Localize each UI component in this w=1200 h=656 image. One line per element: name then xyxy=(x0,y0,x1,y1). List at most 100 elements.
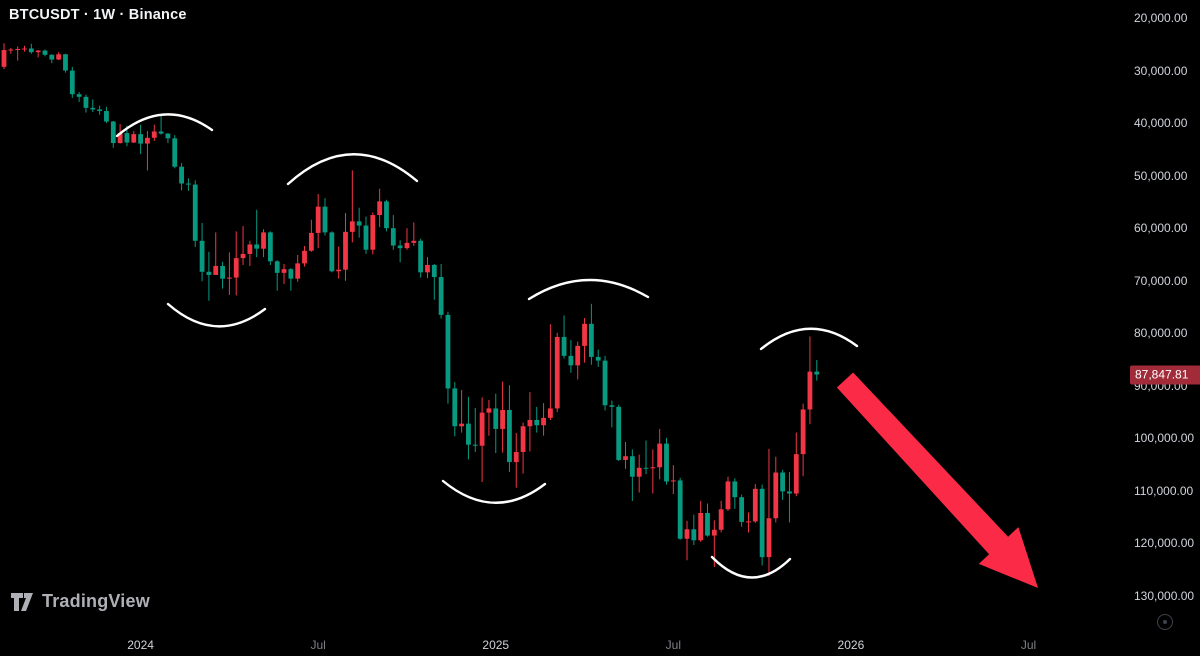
candle xyxy=(629,456,635,477)
price-tick-label: 80,000.00 xyxy=(1134,326,1188,341)
candle xyxy=(138,134,143,144)
candle xyxy=(397,245,403,249)
price-tick-label: 130,000.00 xyxy=(1134,589,1195,603)
candle xyxy=(213,266,219,275)
candle xyxy=(281,269,287,273)
candle xyxy=(568,355,574,366)
candle xyxy=(807,371,813,410)
candle xyxy=(254,244,260,249)
candle xyxy=(69,70,75,95)
symbol-title[interactable]: BTCUSDT · 1W · Binance xyxy=(9,7,187,23)
candle xyxy=(117,133,123,144)
candle xyxy=(780,472,786,492)
candle xyxy=(725,481,731,510)
time-tick-label: 2024 xyxy=(127,638,154,652)
candle xyxy=(1,50,7,67)
candle xyxy=(145,137,150,144)
candle xyxy=(684,529,690,539)
candle xyxy=(404,242,410,249)
candle xyxy=(418,240,424,273)
candle xyxy=(459,423,465,427)
candle xyxy=(507,409,512,463)
time-axis[interactable]: 2024 Jul 2025 Jul 2026 Jul xyxy=(0,630,1130,656)
candle xyxy=(493,408,499,429)
candle xyxy=(63,54,68,71)
candle xyxy=(691,529,697,541)
candle xyxy=(390,228,396,246)
candle xyxy=(377,201,383,216)
scale-settings-icon[interactable] xyxy=(1157,614,1173,630)
candle xyxy=(452,388,458,427)
candle xyxy=(445,314,451,389)
candle xyxy=(500,409,505,429)
candle xyxy=(718,509,724,530)
arc-annotation[interactable] xyxy=(441,479,547,504)
candle xyxy=(800,409,806,455)
price-tick-label: 60,000.00 xyxy=(1134,221,1188,236)
candle xyxy=(384,201,389,229)
price-tick-label: 50,000.00 xyxy=(1134,168,1188,183)
candle xyxy=(698,512,704,541)
candle xyxy=(554,336,560,409)
candle xyxy=(151,131,157,138)
candle xyxy=(370,215,376,250)
candle xyxy=(595,356,601,361)
candle xyxy=(186,183,191,185)
candle xyxy=(22,48,27,50)
candle xyxy=(527,419,533,427)
price-tick-label: 70,000.00 xyxy=(1134,273,1188,288)
candle xyxy=(541,417,546,426)
arc-annotation[interactable] xyxy=(166,302,267,328)
candle xyxy=(472,444,478,446)
candle xyxy=(438,277,444,315)
candle xyxy=(349,221,355,232)
candle xyxy=(623,456,628,460)
candle xyxy=(657,443,663,468)
candle xyxy=(711,529,717,536)
candle xyxy=(486,408,492,413)
last-price-label: 87,847.81 xyxy=(1130,365,1200,384)
candle xyxy=(192,184,198,241)
arc-annotation[interactable] xyxy=(527,278,650,301)
candle xyxy=(83,96,89,108)
price-tick-label: 40,000.00 xyxy=(1134,116,1188,131)
tradingview-logo[interactable]: TradingView xyxy=(10,591,150,612)
candle xyxy=(302,250,307,264)
candle xyxy=(636,467,642,477)
price-tick-label: 30,000.00 xyxy=(1134,63,1188,78)
candle xyxy=(76,94,82,97)
price-axis[interactable]: 87,847.81 20,000.00 30,000.00 40,000.00 50,… xyxy=(1130,0,1200,632)
candle xyxy=(548,408,553,418)
tradingview-wordmark: TradingView xyxy=(42,591,150,611)
candle xyxy=(8,49,14,51)
scale-settings-icon-dot xyxy=(1163,620,1167,624)
candle xyxy=(336,269,342,272)
candle xyxy=(124,133,130,143)
arc-annotations[interactable] xyxy=(115,113,859,579)
candle xyxy=(90,107,96,110)
candle xyxy=(165,133,171,139)
candle xyxy=(56,54,62,60)
time-tick-label: 2026 xyxy=(837,638,865,652)
candle xyxy=(220,266,225,279)
candle xyxy=(773,472,779,519)
candle xyxy=(315,206,321,233)
candles-group xyxy=(1,43,820,577)
candle xyxy=(28,48,34,53)
trend-arrow-drawing[interactable] xyxy=(836,372,1038,589)
arc-annotation[interactable] xyxy=(115,113,214,138)
candle xyxy=(131,134,137,143)
arc-annotation[interactable] xyxy=(710,555,792,579)
candle xyxy=(520,426,526,453)
candle xyxy=(705,512,710,536)
candle xyxy=(732,481,738,498)
candle xyxy=(179,166,184,184)
time-tick-label: Jul xyxy=(310,638,326,652)
arc-annotation[interactable] xyxy=(759,327,859,351)
price-tick-label: 100,000.00 xyxy=(1134,431,1195,446)
candle xyxy=(49,54,55,60)
candle xyxy=(752,488,758,522)
arc-annotation[interactable] xyxy=(286,153,419,186)
